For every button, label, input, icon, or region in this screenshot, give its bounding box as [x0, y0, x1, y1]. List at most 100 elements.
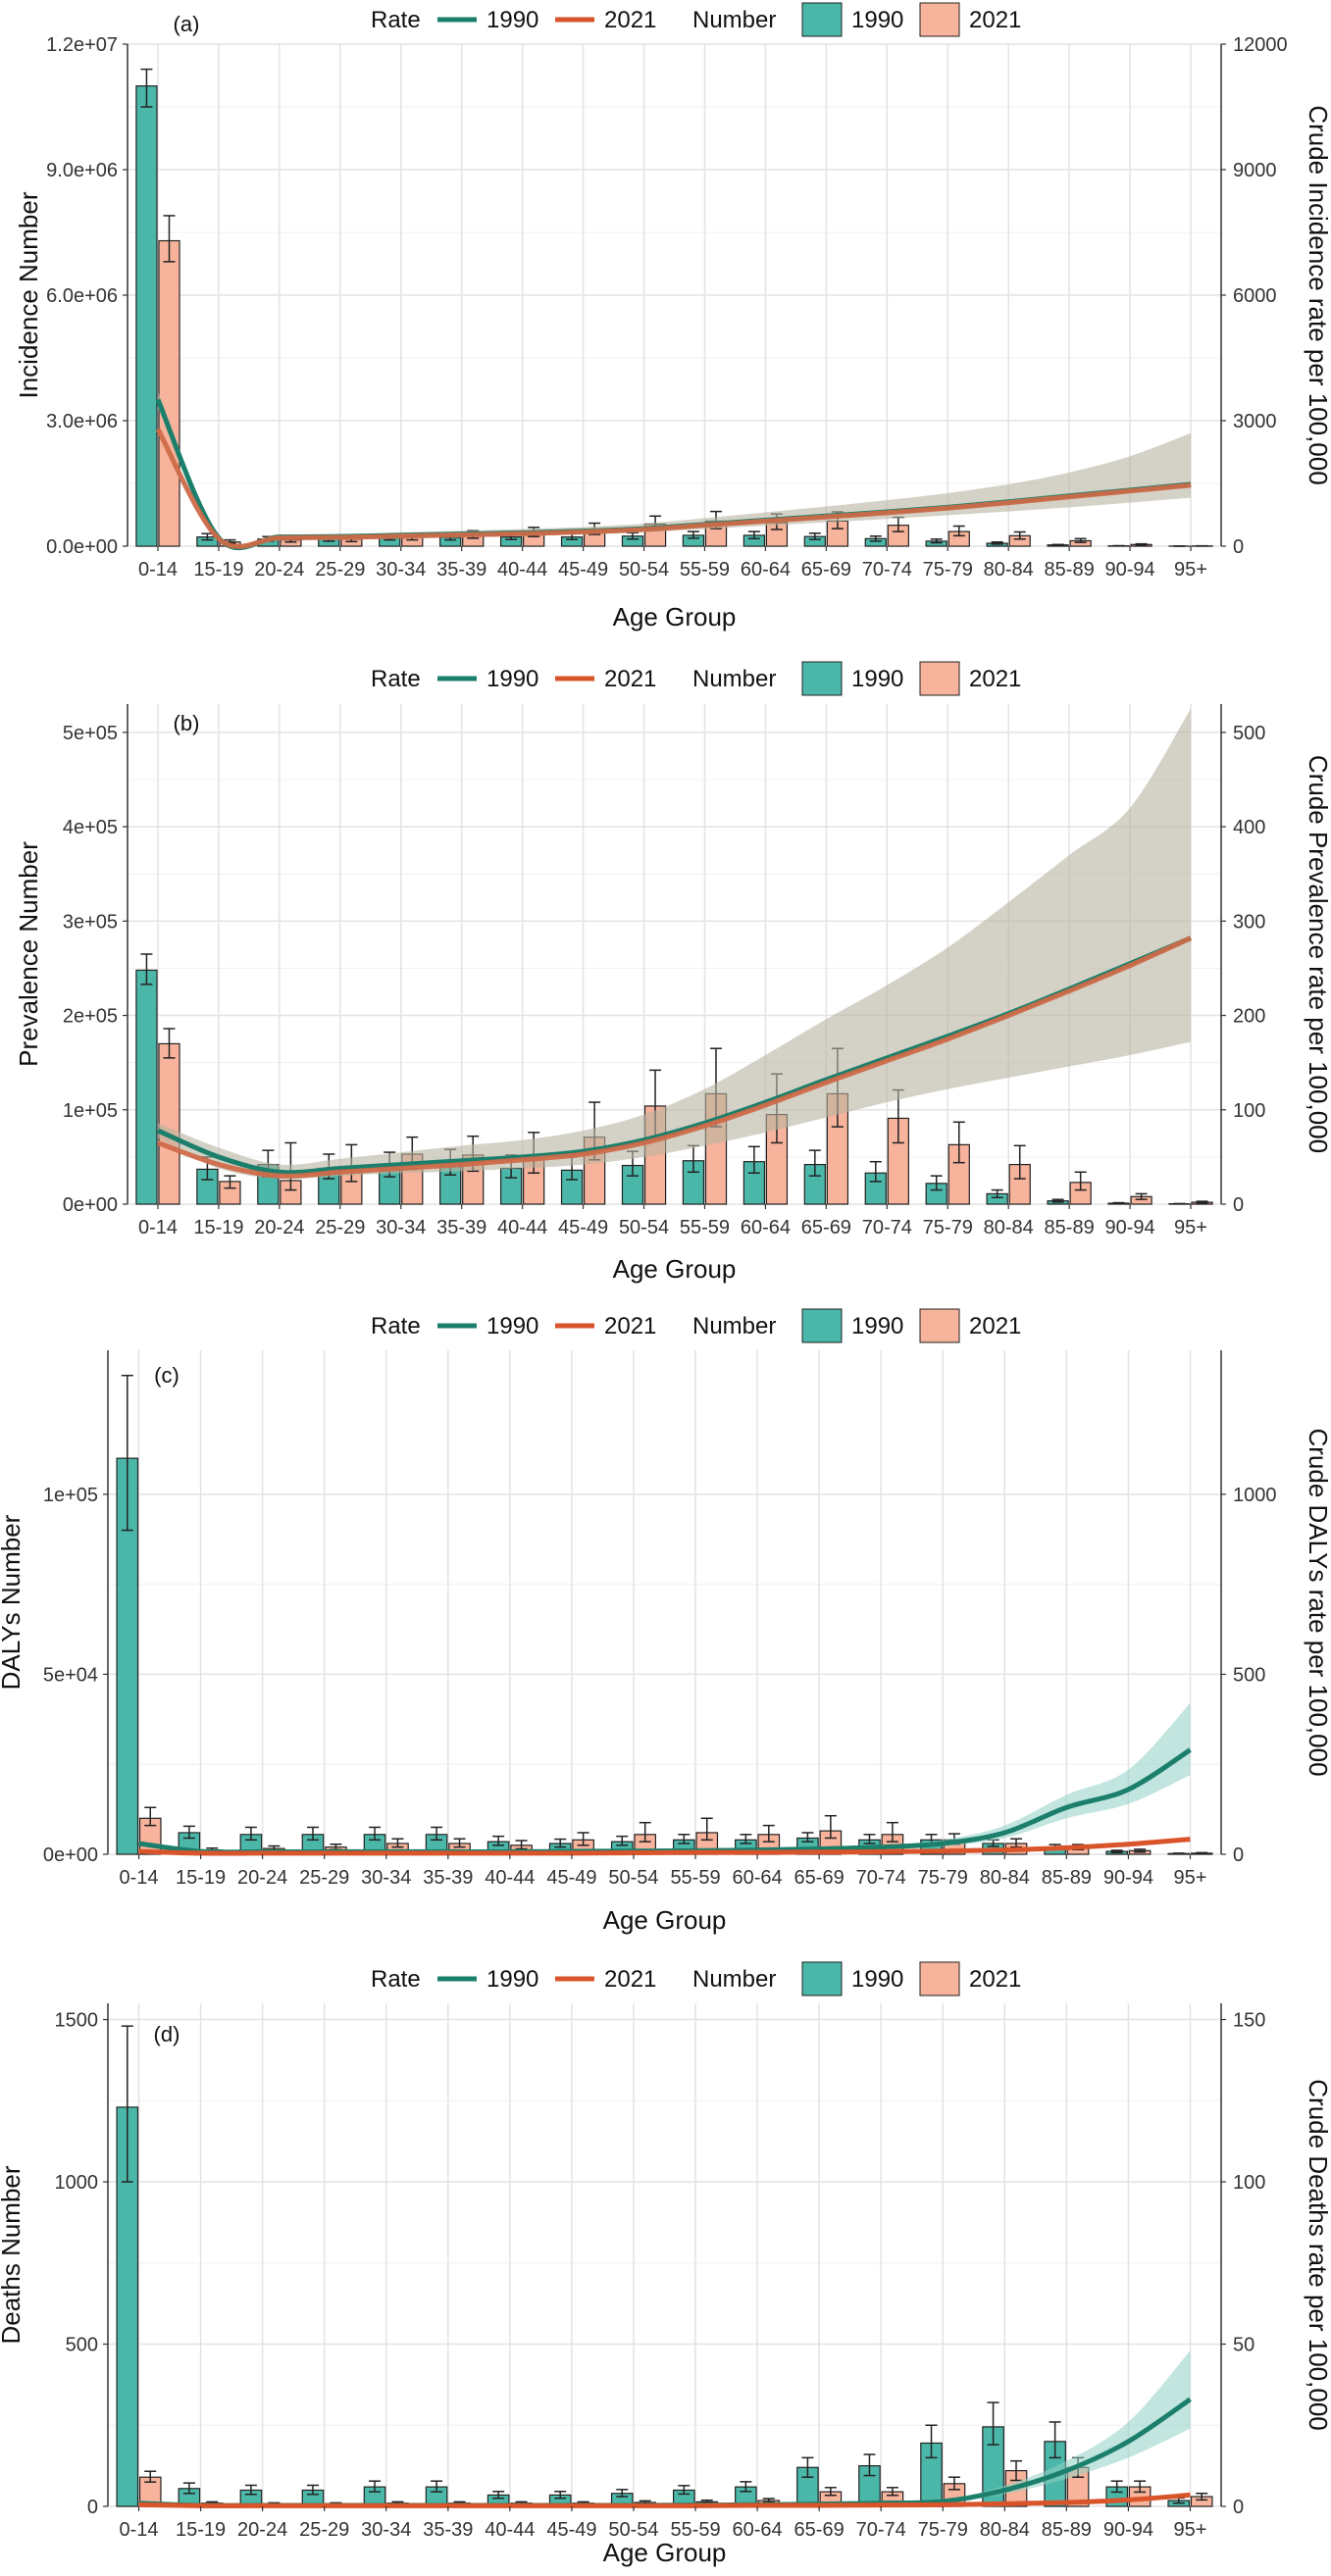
x-tick-label: 35-39: [423, 1867, 473, 1889]
legend-rate-1990-label: 1990: [486, 7, 538, 33]
bar-2021-0-14: [159, 241, 179, 546]
x-tick-label: 80-84: [980, 2519, 1030, 2541]
y-tick-label: 1e+05: [63, 1100, 118, 1122]
y-tick-label: 1.2e+07: [46, 34, 118, 56]
x-tick-label: 45-49: [546, 1867, 596, 1889]
x-tick-label: 95+: [1174, 1217, 1207, 1238]
legend-number-1990-label: 1990: [851, 666, 903, 692]
legend-rate-1990-label: 1990: [486, 1313, 538, 1339]
x-tick-label: 60-64: [733, 2519, 783, 2541]
x-tick-label: 0-14: [138, 559, 178, 581]
y-axis-title: DALYs Number: [0, 1514, 26, 1690]
x-tick-label: 45-49: [558, 1217, 608, 1238]
x-tick-label: 70-74: [856, 2519, 906, 2541]
legend-number-1990-label: 1990: [851, 1313, 903, 1339]
x-tick-label: 95+: [1174, 559, 1207, 581]
legend-rate-2021-label: 2021: [604, 666, 656, 692]
x-tick-label: 65-69: [801, 1217, 851, 1238]
legend-number-2021-swatch: [920, 1309, 959, 1342]
x-tick-label: 35-39: [436, 559, 486, 581]
legend-number-title: Number: [692, 1313, 776, 1339]
x-tick-label: 75-79: [918, 1867, 968, 1889]
y-tick-label: 0e+00: [63, 1194, 118, 1216]
x-tick-label: 55-59: [670, 1867, 720, 1889]
legend-rate-title: Rate: [371, 666, 421, 692]
x-tick-label: 50-54: [619, 559, 669, 581]
legend-rate-title: Rate: [371, 1966, 421, 1993]
x-tick-label: 0-14: [138, 1217, 178, 1238]
legend-number-2021-swatch: [920, 3, 959, 36]
x-tick-label: 80-84: [980, 1867, 1030, 1889]
y2-tick-label: 200: [1233, 1006, 1265, 1028]
legend-number-1990-label: 1990: [851, 7, 903, 33]
x-tick-label: 30-34: [376, 1217, 426, 1238]
x-tick-label: 40-44: [485, 1867, 535, 1889]
y-tick-label: 0e+00: [43, 1844, 98, 1866]
panel-label: (d): [154, 2022, 180, 2046]
legend-rate-title: Rate: [371, 1313, 421, 1339]
legend-number-1990-swatch: [802, 1962, 842, 1995]
y2-tick-label: 9000: [1233, 160, 1277, 181]
y2-tick-label: 50: [1233, 2335, 1254, 2356]
x-tick-label: 80-84: [984, 1217, 1034, 1238]
x-tick-label: 60-64: [733, 1867, 783, 1889]
x-tick-label: 35-39: [436, 1217, 486, 1238]
x-tick-label: 20-24: [237, 2519, 287, 2541]
x-tick-label: 15-19: [176, 2519, 226, 2541]
y2-tick-label: 1000: [1233, 1485, 1277, 1506]
y2-tick-label: 400: [1233, 817, 1265, 838]
x-tick-label: 15-19: [193, 559, 243, 581]
y2-tick-label: 500: [1233, 723, 1265, 744]
y2-axis-title: Crude Incidence rate per 100,000: [1304, 105, 1331, 484]
legend-number-title: Number: [692, 666, 776, 692]
x-axis-title: Age Group: [603, 2538, 727, 2567]
legend-rate-2021-label: 2021: [604, 7, 656, 33]
x-tick-label: 70-74: [862, 559, 912, 581]
x-tick-label: 25-29: [315, 1217, 365, 1238]
x-tick-label: 55-59: [680, 559, 730, 581]
y-tick-label: 0: [87, 2497, 98, 2518]
y2-tick-label: 500: [1233, 1664, 1265, 1686]
x-tick-label: 45-49: [546, 2519, 596, 2541]
x-tick-label: 45-49: [558, 559, 608, 581]
y2-axis-title: Crude Prevalence rate per 100,000: [1304, 755, 1331, 1153]
y-tick-label: 5e+04: [43, 1664, 98, 1686]
y2-tick-label: 0: [1233, 2497, 1244, 2518]
y2-tick-label: 100: [1233, 2172, 1265, 2194]
legend-number-2021-label: 2021: [969, 7, 1021, 33]
y2-tick-label: 150: [1233, 2010, 1265, 2032]
x-tick-label: 50-54: [619, 1217, 669, 1238]
y2-tick-label: 300: [1233, 911, 1265, 933]
panel-label: (c): [154, 1363, 179, 1388]
x-tick-label: 20-24: [254, 1217, 304, 1238]
legend-number-1990-label: 1990: [851, 1966, 903, 1993]
y-tick-label: 6.0e+06: [46, 285, 118, 307]
x-tick-label: 0-14: [120, 2519, 159, 2541]
x-axis-title: Age Group: [603, 1905, 727, 1935]
y-tick-label: 3e+05: [63, 911, 118, 933]
legend-number-2021-label: 2021: [969, 1966, 1021, 1993]
y2-axis-title: Crude Deaths rate per 100,000: [1304, 2079, 1331, 2430]
x-tick-label: 90-94: [1103, 2519, 1153, 2541]
x-tick-label: 35-39: [423, 2519, 473, 2541]
x-tick-label: 40-44: [485, 2519, 535, 2541]
legend-number-1990-swatch: [802, 3, 842, 36]
y2-tick-label: 12000: [1233, 34, 1288, 56]
x-tick-label: 90-94: [1105, 559, 1155, 581]
x-tick-label: 85-89: [1045, 559, 1095, 581]
x-tick-label: 85-89: [1042, 1867, 1092, 1889]
bar-2021-0-14: [159, 1043, 179, 1204]
y2-tick-label: 0: [1233, 1194, 1244, 1216]
bar-1990-0-14: [136, 86, 157, 546]
legend-rate-1990-label: 1990: [486, 666, 538, 692]
plot-area: [108, 1350, 1221, 1854]
x-tick-label: 25-29: [299, 1867, 349, 1889]
x-tick-label: 80-84: [984, 559, 1034, 581]
x-tick-label: 70-74: [856, 1867, 906, 1889]
x-axis-title: Age Group: [613, 602, 737, 631]
